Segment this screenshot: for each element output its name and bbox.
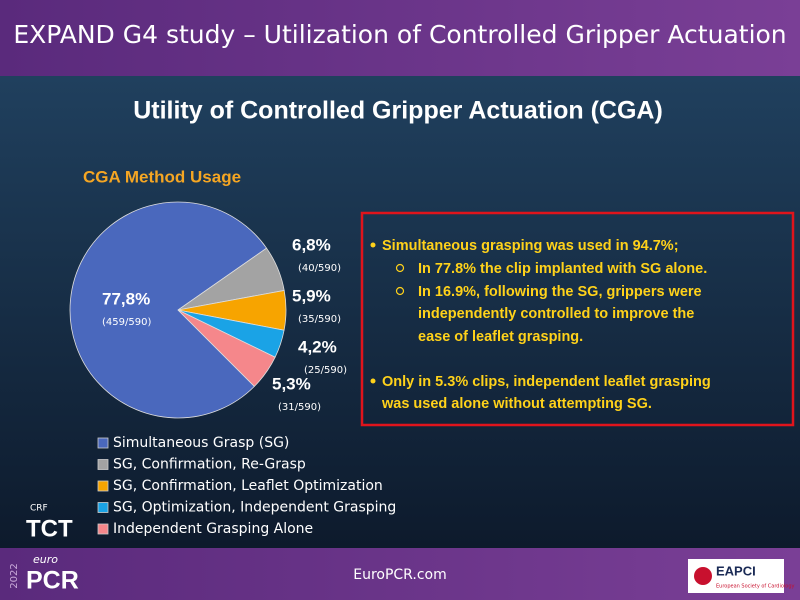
callout-text: independently controlled to improve the [418, 306, 694, 322]
callout-text: In 77.8% the clip implanted with SG alon… [418, 261, 707, 277]
slice-count: (35/590) [298, 314, 341, 325]
footer-bar [0, 548, 800, 600]
chart-subtitle: CGA Method Usage [83, 167, 241, 186]
callout-box [360, 211, 795, 427]
slice-count: (459/590) [102, 317, 151, 328]
pie-slice [69, 201, 268, 419]
chart-title: Utility of Controlled Gripper Actuation … [133, 97, 663, 125]
slice-count: (25/590) [304, 365, 347, 376]
slice-label: 5,3% [272, 374, 311, 393]
legend-swatch [97, 502, 109, 513]
bullet [370, 242, 376, 248]
logo-small: euro [33, 553, 58, 566]
legend-label: SG, Confirmation, Re-Grasp [113, 457, 306, 473]
legend-label: SG, Optimization, Independent Grasping [113, 500, 396, 516]
eapci-sub: European Society of Cardiology [716, 584, 795, 590]
sub-bullet [395, 263, 405, 273]
legend-swatch [97, 437, 109, 449]
legend-swatch [97, 480, 109, 492]
legend-label: Independent Grasping Alone [113, 521, 313, 537]
legend-label: Simultaneous Grasp (SG) [113, 435, 289, 451]
eapci-text: EAPCI [716, 563, 756, 578]
tct-logo: CRF TCT [26, 504, 73, 543]
logo-year: 2022 [9, 563, 20, 588]
footer-url: EuroPCR.com [353, 567, 447, 583]
slice-label: 5,9% [292, 286, 331, 305]
slice-count: (40/590) [298, 263, 341, 274]
slice-label: 77,8% [102, 289, 150, 308]
bullet [370, 378, 376, 384]
callout-text: ease of leaflet grasping. [418, 329, 583, 345]
callout-text: In 16.9%, following the SG, grippers wer… [418, 284, 702, 300]
header-title: EXPAND G4 study – Utilization of Control… [13, 20, 786, 49]
tct-big: TCT [26, 515, 73, 542]
legend-swatch [97, 523, 109, 535]
tct-small: CRF [30, 504, 48, 514]
legend-label: SG, Confirmation, Leaflet Optimization [113, 478, 383, 494]
slice-label: 4,2% [298, 337, 337, 356]
eapci-icon [694, 567, 712, 585]
callout-text: Only in 5.3% clips, independent leaflet … [382, 374, 711, 390]
callout-text: was used alone without attempting SG. [381, 396, 652, 412]
callout-text: Simultaneous grasping was used in 94.7%; [382, 238, 679, 254]
logo-big: PCR [26, 567, 79, 595]
callout: Simultaneous grasping was used in 94.7%;… [360, 211, 795, 427]
slice-count: (31/590) [278, 402, 321, 413]
sub-bullet [395, 286, 405, 296]
pie-slice [177, 309, 276, 387]
legend-swatch [97, 459, 109, 470]
slice-label: 6,8% [292, 235, 331, 254]
header-bar [0, 0, 800, 76]
